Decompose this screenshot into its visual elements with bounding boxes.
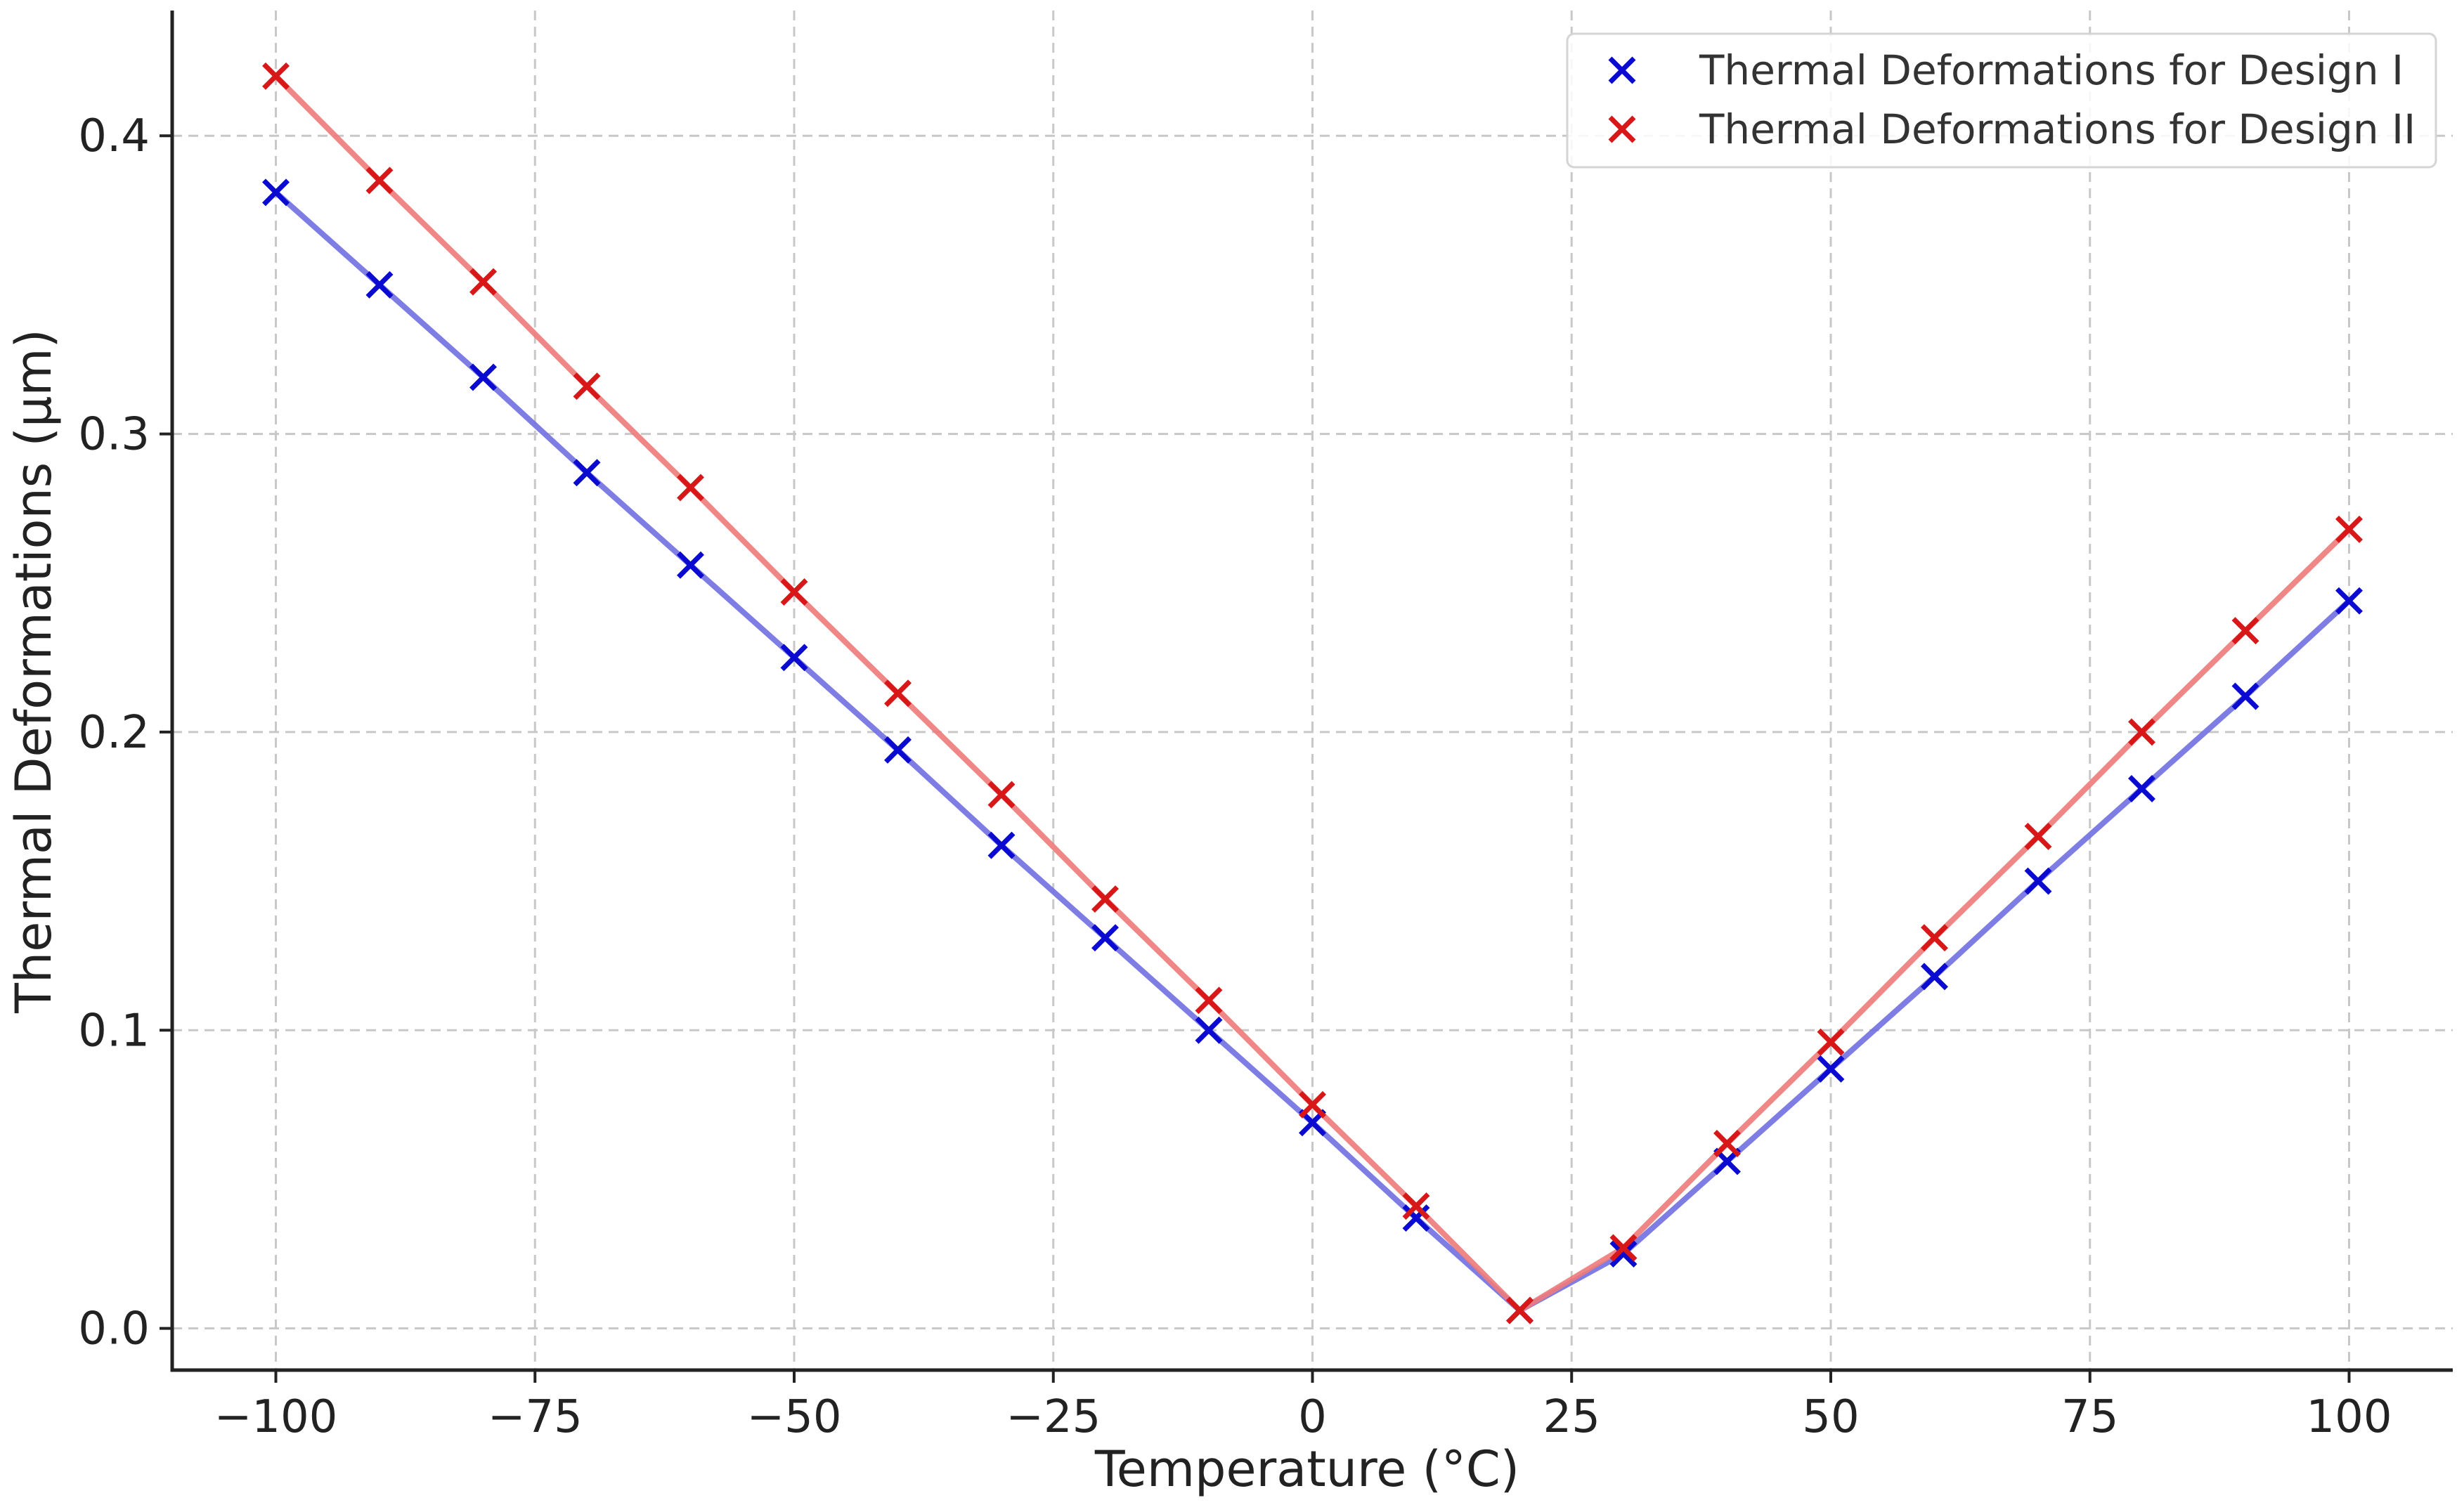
x-tick-label: 25 — [1543, 1391, 1600, 1443]
series-2-point — [469, 268, 497, 296]
series-2-point — [677, 474, 704, 502]
series-1-point — [573, 459, 601, 487]
series-2-point — [1299, 1090, 1326, 1119]
y-tick-label: 0.1 — [78, 1005, 150, 1057]
x-tick-label: −50 — [746, 1391, 841, 1443]
grid-lines — [172, 11, 2453, 1370]
series-1-point — [1921, 963, 1948, 991]
series-1-point — [1195, 1016, 1223, 1044]
y-tick-label: 0.2 — [78, 707, 150, 759]
x-tick-label: 0 — [1298, 1391, 1327, 1443]
series-1-point — [780, 644, 808, 672]
series-2-point — [1817, 1028, 1845, 1056]
series-2-point — [1609, 1234, 1638, 1262]
legend-label-1: Thermal Deformations for Design I — [1699, 46, 2404, 94]
series-1-point — [2335, 587, 2363, 615]
series-2-point — [1713, 1130, 1741, 1157]
series-2-point — [1195, 986, 1223, 1015]
x-tick-label: −25 — [1006, 1391, 1101, 1443]
series-1-point — [1817, 1055, 1845, 1083]
series-2-point — [2231, 617, 2259, 645]
series-2-point — [1506, 1296, 1533, 1324]
series-2-point — [2335, 515, 2363, 543]
x-tick-label: −100 — [214, 1391, 338, 1443]
legend-marker-1 — [1608, 56, 1636, 84]
legend: Thermal Deformations for Design I Thermal… — [1566, 32, 2437, 169]
axes — [170, 11, 2453, 1372]
series-1-point — [262, 178, 290, 207]
x-tick-label: −75 — [488, 1391, 583, 1443]
series-2-point — [780, 578, 808, 606]
series-2-point — [573, 372, 601, 400]
series-1-point — [1609, 1240, 1638, 1268]
series-1-point — [1402, 1204, 1430, 1232]
y-tick-label: 0.3 — [78, 409, 150, 461]
series-2-point — [262, 62, 290, 90]
series-1-point — [677, 551, 704, 579]
x-tick-label: 100 — [2306, 1391, 2392, 1443]
series-1-point — [884, 736, 912, 764]
series-1-point — [469, 363, 497, 391]
x-tick-label: 50 — [1802, 1391, 1859, 1443]
series-1-point — [2024, 867, 2052, 895]
series-1-point — [365, 271, 394, 299]
series-2-point — [2128, 718, 2155, 746]
series-1-point — [987, 831, 1016, 859]
series-markers — [262, 62, 2363, 1324]
series-2-point — [884, 679, 912, 708]
series-2-point — [365, 167, 394, 195]
legend-label-2: Thermal Deformations for Design II — [1699, 105, 2416, 153]
legend-marker-2 — [1608, 115, 1636, 143]
series-2-point — [1402, 1192, 1430, 1220]
y-tick-label: 0.0 — [78, 1303, 150, 1355]
series-1-point — [1091, 924, 1119, 952]
y-axis-ticks: 0.0 0.1 0.2 0.3 0.4 — [78, 110, 172, 1355]
series-1-point — [2128, 775, 2155, 803]
series-1-point — [2231, 682, 2259, 710]
series-2-point — [987, 781, 1016, 809]
series-2-point — [1921, 924, 1948, 952]
axis-spines — [170, 11, 2453, 1372]
legend-box — [1566, 32, 2437, 169]
series-2-point — [1091, 885, 1119, 913]
series-2-point — [2024, 822, 2052, 850]
y-tick-label: 0.4 — [78, 110, 150, 162]
x-axis-ticks: −100 −75 −50 −25 0 25 50 75 100 — [214, 1370, 2392, 1443]
x-axis-label: Temperature (°C) — [1094, 1440, 1519, 1498]
y-axis-label: Thermal Deformations (μm) — [5, 329, 63, 1014]
x-tick-label: 75 — [2061, 1391, 2118, 1443]
